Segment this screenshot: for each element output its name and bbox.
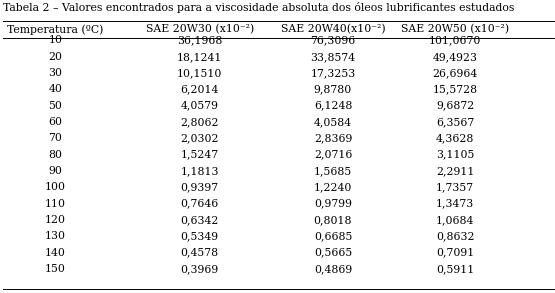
Text: 130: 130 xyxy=(45,231,66,241)
Text: SAE 20W40(x10⁻²): SAE 20W40(x10⁻²) xyxy=(281,24,385,35)
Text: 0,5665: 0,5665 xyxy=(314,248,352,258)
Text: 36,1968: 36,1968 xyxy=(177,35,223,45)
Text: 3,1105: 3,1105 xyxy=(436,150,475,160)
Text: 1,7357: 1,7357 xyxy=(436,182,474,192)
Text: 120: 120 xyxy=(45,215,66,225)
Text: 140: 140 xyxy=(45,248,66,258)
Text: 10: 10 xyxy=(48,35,63,45)
Text: SAE 20W30 (x10⁻²): SAE 20W30 (x10⁻²) xyxy=(145,24,254,35)
Text: 15,5728: 15,5728 xyxy=(432,84,478,94)
Text: 6,2014: 6,2014 xyxy=(180,84,219,94)
Text: 2,8062: 2,8062 xyxy=(180,117,219,127)
Text: 4,0579: 4,0579 xyxy=(181,101,219,111)
Text: 2,2911: 2,2911 xyxy=(436,166,475,176)
Text: 0,8632: 0,8632 xyxy=(436,231,475,241)
Text: 49,4923: 49,4923 xyxy=(432,52,478,62)
Text: 0,4578: 0,4578 xyxy=(181,248,219,258)
Text: 101,0670: 101,0670 xyxy=(429,35,481,45)
Text: 2,0716: 2,0716 xyxy=(314,150,352,160)
Text: 80: 80 xyxy=(48,150,63,160)
Text: 0,9397: 0,9397 xyxy=(181,182,219,192)
Text: 26,6964: 26,6964 xyxy=(432,68,478,78)
Text: 150: 150 xyxy=(45,264,66,274)
Text: 1,1813: 1,1813 xyxy=(180,166,219,176)
Text: 20: 20 xyxy=(48,52,63,62)
Text: 9,6872: 9,6872 xyxy=(436,101,474,111)
Text: 18,1241: 18,1241 xyxy=(177,52,223,62)
Text: 0,6685: 0,6685 xyxy=(314,231,352,241)
Text: SAE 20W50 (x10⁻²): SAE 20W50 (x10⁻²) xyxy=(401,24,509,35)
Text: 50: 50 xyxy=(49,101,62,111)
Text: 1,2240: 1,2240 xyxy=(314,182,352,192)
Text: 0,7091: 0,7091 xyxy=(436,248,474,258)
Text: 76,3096: 76,3096 xyxy=(310,35,356,45)
Text: 90: 90 xyxy=(49,166,62,176)
Text: 9,8780: 9,8780 xyxy=(314,84,352,94)
Text: 1,5247: 1,5247 xyxy=(181,150,219,160)
Text: 10,1510: 10,1510 xyxy=(177,68,223,78)
Text: 33,8574: 33,8574 xyxy=(310,52,356,62)
Text: 6,3567: 6,3567 xyxy=(436,117,474,127)
Text: 70: 70 xyxy=(49,133,62,143)
Text: 4,0584: 4,0584 xyxy=(314,117,352,127)
Text: Tabela 2 – Valores encontrados para a viscosidade absoluta dos óleos lubrificant: Tabela 2 – Valores encontrados para a vi… xyxy=(3,2,514,13)
Text: 2,0302: 2,0302 xyxy=(180,133,219,143)
Text: 4,3628: 4,3628 xyxy=(436,133,475,143)
Text: 0,3969: 0,3969 xyxy=(181,264,219,274)
Text: 110: 110 xyxy=(45,199,66,209)
Text: 2,8369: 2,8369 xyxy=(314,133,352,143)
Text: 6,1248: 6,1248 xyxy=(314,101,352,111)
Text: 30: 30 xyxy=(48,68,63,78)
Text: 1,5685: 1,5685 xyxy=(314,166,352,176)
Text: 0,4869: 0,4869 xyxy=(314,264,352,274)
Text: 0,9799: 0,9799 xyxy=(314,199,352,209)
Text: 100: 100 xyxy=(45,182,66,192)
Text: 0,5911: 0,5911 xyxy=(436,264,474,274)
Text: Temperatura (ºC): Temperatura (ºC) xyxy=(7,24,104,35)
Text: 1,3473: 1,3473 xyxy=(436,199,474,209)
Text: 0,7646: 0,7646 xyxy=(181,199,219,209)
Text: 0,5349: 0,5349 xyxy=(181,231,219,241)
Text: 1,0684: 1,0684 xyxy=(436,215,475,225)
Text: 0,8018: 0,8018 xyxy=(314,215,352,225)
Text: 0,6342: 0,6342 xyxy=(180,215,219,225)
Text: 17,3253: 17,3253 xyxy=(310,68,356,78)
Text: 60: 60 xyxy=(48,117,63,127)
Text: 40: 40 xyxy=(49,84,62,94)
